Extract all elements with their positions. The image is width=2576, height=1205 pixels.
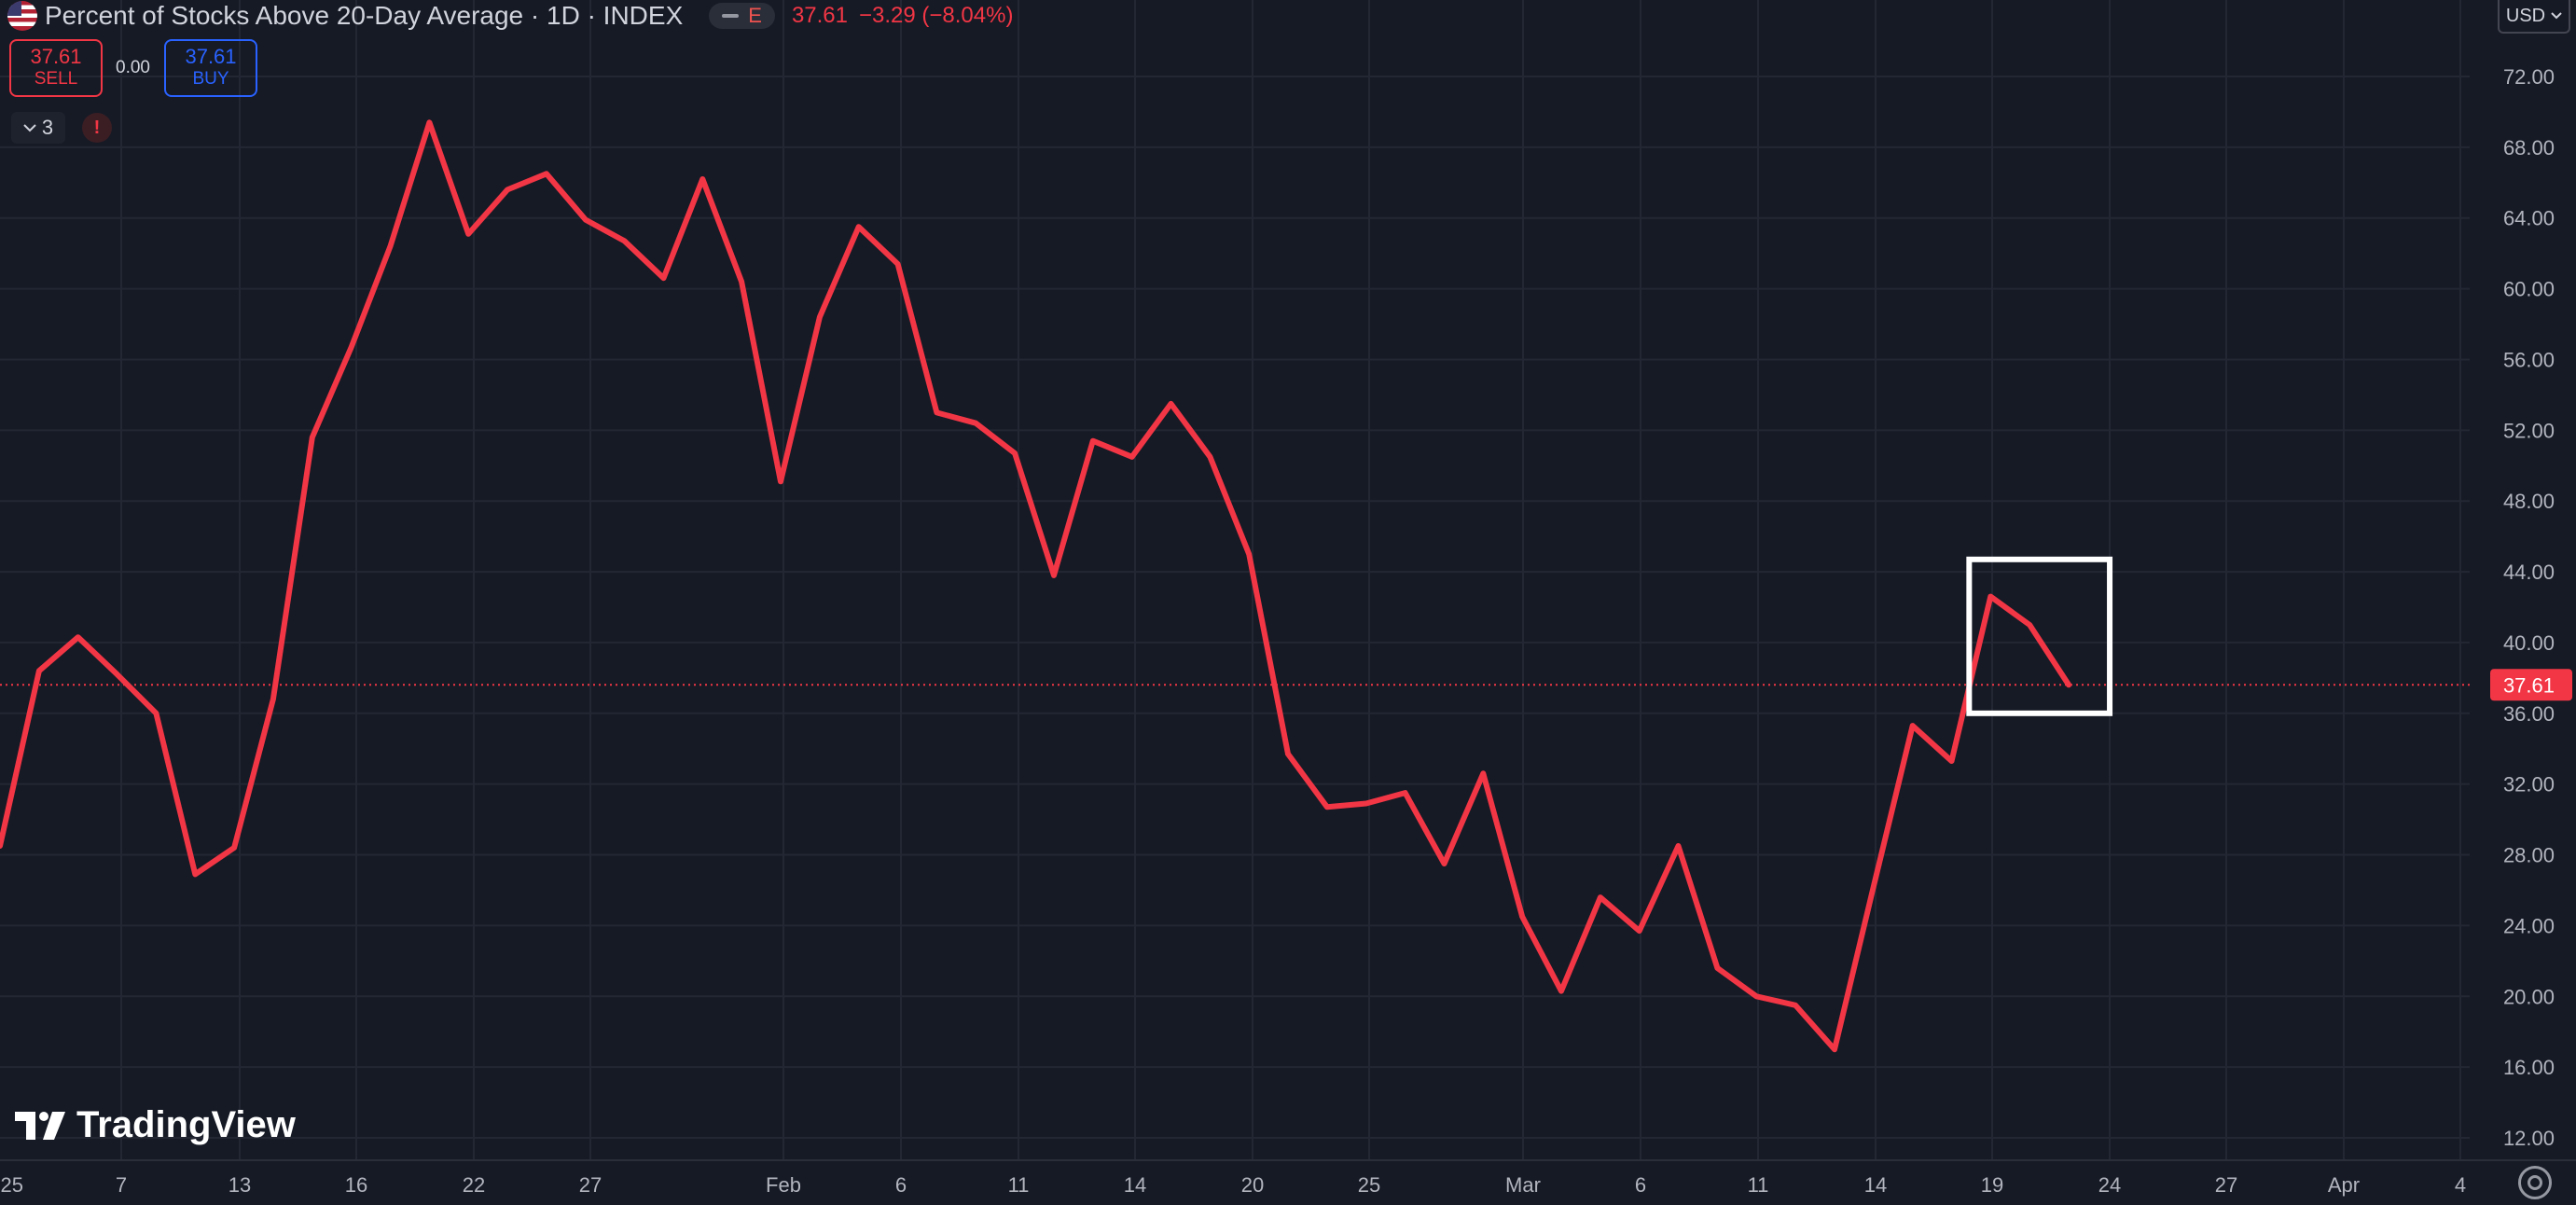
spread-value: 0.00 [116,58,150,77]
x-tick-label: 27 [2215,1173,2237,1197]
x-tick-label: 16 [345,1173,367,1197]
y-tick-label: 68.00 [2503,136,2555,159]
y-tick-label: 36.00 [2503,702,2555,726]
us-flag-icon [7,1,37,31]
x-tick-label: 19 [1981,1173,2003,1197]
symbol-header[interactable]: Percent of Stocks Above 20-Day Average ·… [0,0,1013,32]
x-tick-label: 25 [1358,1173,1380,1197]
last-price-marker [2490,669,2572,701]
y-tick-label: 44.00 [2503,561,2555,584]
chevron-down-icon [23,124,36,132]
market-status-pill[interactable]: E [709,3,775,29]
x-tick-label: 13 [229,1173,251,1197]
indicators-count: 3 [41,116,54,139]
x-tick-label: 14 [1124,1173,1146,1197]
price-axis-background[interactable] [2470,0,2576,1205]
tradingview-logo[interactable]: TradingView [15,1104,296,1146]
sell-price: 37.61 [30,45,82,68]
price-change: −3.29 (−8.04%) [859,3,1014,28]
highlight-rectangle[interactable] [1966,556,2113,716]
buy-label: BUY [192,69,229,89]
x-tick-label: 20 [1241,1173,1264,1197]
y-tick-label: 72.00 [2503,65,2555,89]
last-price-axis-label: 37.61 [2503,673,2555,697]
y-tick-label: 48.00 [2503,490,2555,513]
x-tick-label: 22 [463,1173,485,1197]
x-tick-label: 4 [2455,1173,2466,1197]
symbol-title[interactable]: Percent of Stocks Above 20-Day Average ·… [45,1,684,30]
x-tick-label: 24 [2098,1173,2121,1197]
warning-glyph: ! [93,117,101,138]
warning-icon[interactable]: ! [82,113,112,143]
x-tick-label: 11 [1008,1173,1030,1197]
currency-selector[interactable]: USD [2498,0,2570,34]
y-tick-label: 24.00 [2503,914,2555,937]
minus-icon [722,14,740,18]
grid-lines [0,0,2470,1160]
tradingview-logo-icon [15,1111,65,1140]
y-tick-label: 60.00 [2503,278,2555,301]
series-line [0,119,2072,1053]
settings-icon[interactable] [2518,1166,2552,1199]
x-tick-label: 7 [116,1173,127,1197]
x-tick-label: Apr [2328,1173,2360,1197]
chevron-down-icon [2551,12,2562,20]
time-axis: 2025713162227Feb611142025Mar61114192427A… [0,1159,2576,1197]
buy-button[interactable]: 37.61 BUY [164,39,257,97]
series-line-path[interactable] [0,119,2072,1053]
x-tick-label: 6 [895,1173,907,1197]
y-tick-label: 32.00 [2503,773,2555,796]
earnings-badge: E [748,4,762,27]
buy-price: 37.61 [185,45,237,68]
sell-label: SELL [34,69,78,89]
x-tick-label: 14 [1864,1173,1887,1197]
highlight-box [1966,556,2113,716]
currency-label: USD [2505,5,2546,26]
brand-name: TradingView [76,1104,296,1145]
last-price: 37.61 [791,3,848,28]
y-tick-label: 40.00 [2503,631,2555,655]
sell-button[interactable]: 37.61 SELL [9,39,103,97]
x-tick-label: 6 [1635,1173,1646,1197]
y-tick-label: 12.00 [2503,1127,2555,1150]
y-tick-label: 52.00 [2503,419,2555,442]
y-tick-label: 64.00 [2503,207,2555,230]
x-tick-label: Mar [1505,1173,1541,1197]
y-tick-label: 28.00 [2503,844,2555,867]
y-tick-label: 20.00 [2503,985,2555,1008]
price-axis: 72.00 68.00 64.00 60.00 56.00 52.00 48.00 44.00… [2470,0,2576,1205]
y-tick-label: 56.00 [2503,348,2555,371]
x-tick-label: Feb [766,1173,801,1197]
y-tick-label: 16.00 [2503,1056,2555,1079]
indicators-toggle[interactable]: 3 [11,112,65,144]
x-tick-label: 27 [579,1173,602,1197]
x-tick-label: 11 [1748,1173,1769,1197]
